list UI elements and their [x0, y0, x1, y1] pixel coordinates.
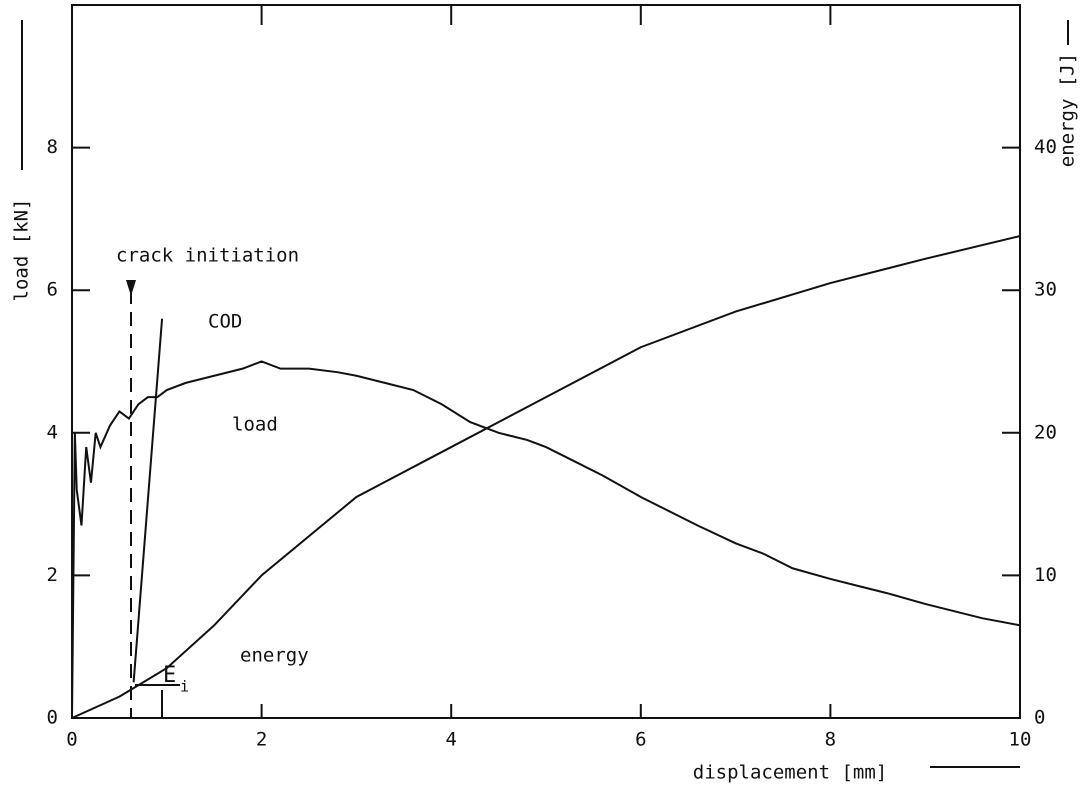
y-tick-label: 4: [47, 421, 58, 443]
y2-axis-label: energy [J]: [1057, 53, 1079, 167]
y-tick-label: 0: [47, 707, 58, 729]
series-line: [71, 235, 1021, 719]
y-tick-label: 6: [47, 279, 58, 301]
y-axis-label: load [kN]: [11, 199, 33, 302]
x-axis-label: displacement [mm]: [693, 762, 887, 784]
crack-initiation-arrow: [126, 280, 136, 296]
y-tick-label: 2: [47, 564, 58, 586]
series-line: [71, 360, 1021, 719]
x-tick-label: 8: [825, 729, 836, 751]
y2-tick-label: 20: [1034, 421, 1057, 443]
y2-tick-label: 30: [1034, 279, 1057, 301]
series-label: energy: [240, 645, 309, 667]
x-tick-label: 0: [66, 729, 77, 751]
x-tick-label: 4: [445, 729, 456, 751]
y2-tick-label: 10: [1034, 564, 1057, 586]
x-tick-label: 10: [1009, 729, 1032, 751]
crack-initiation-label: crack initiation: [116, 245, 299, 267]
x-tick-label: 2: [256, 729, 267, 751]
series-label: COD: [208, 311, 242, 333]
ei-subscript: i: [180, 678, 189, 696]
series-label: load: [232, 414, 278, 436]
y2-tick-label: 0: [1034, 707, 1045, 729]
plot-frame: [71, 4, 1021, 719]
y2-tick-label: 40: [1034, 136, 1057, 158]
series-line: [132, 318, 164, 683]
y-tick-label: 8: [47, 136, 58, 158]
x-tick-label: 6: [635, 729, 646, 751]
